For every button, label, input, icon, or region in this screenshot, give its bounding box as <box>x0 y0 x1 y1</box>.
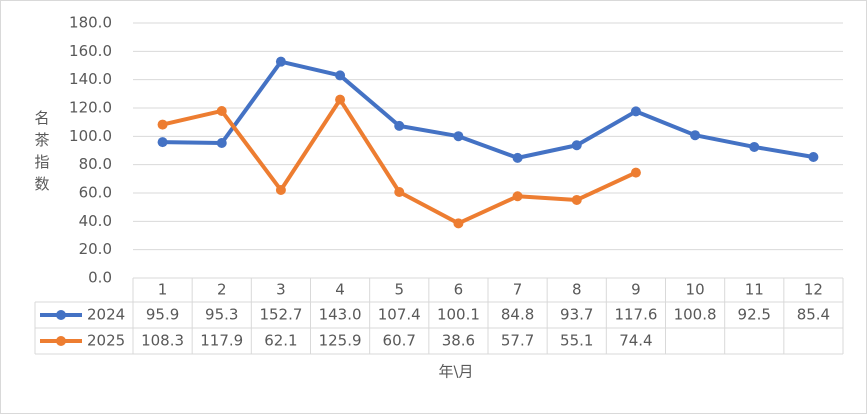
table-value: 85.4 <box>797 306 830 324</box>
table-value: 38.6 <box>442 332 475 350</box>
data-point <box>157 137 168 148</box>
data-point <box>571 140 582 151</box>
data-point <box>749 141 760 152</box>
table-value: 84.8 <box>501 306 534 324</box>
data-point <box>512 191 523 202</box>
table-value: 95.9 <box>146 306 179 324</box>
x-tick-label: 8 <box>572 281 582 299</box>
x-tick-label: 12 <box>804 281 823 299</box>
y-axis-label: 名茶指数 <box>34 109 49 193</box>
legend-marker <box>56 336 66 346</box>
y-tick-label: 120.0 <box>69 99 112 117</box>
y-tick-label: 0.0 <box>88 269 112 287</box>
data-point <box>275 185 286 196</box>
y-tick-label: 20.0 <box>79 240 112 258</box>
table-value: 60.7 <box>383 332 416 350</box>
y-tick-label: 40.0 <box>79 212 112 230</box>
data-point <box>335 70 346 81</box>
data-point <box>394 120 405 131</box>
data-point <box>216 137 227 148</box>
table-value: 100.1 <box>437 306 480 324</box>
table-value: 100.8 <box>674 306 717 324</box>
y-tick-label: 60.0 <box>79 184 112 202</box>
table-value: 95.3 <box>205 306 238 324</box>
table-value: 125.9 <box>319 332 362 350</box>
table-value: 93.7 <box>560 306 593 324</box>
legend-marker <box>56 310 66 320</box>
table-value: 108.3 <box>141 332 184 350</box>
legend-label: 2025 <box>87 332 125 350</box>
table-value: 117.9 <box>200 332 243 350</box>
x-tick-label: 1 <box>158 281 168 299</box>
x-tick-label: 9 <box>631 281 641 299</box>
data-point <box>808 152 819 163</box>
data-point <box>157 119 168 130</box>
series-line <box>162 59 814 160</box>
data-point <box>630 167 641 178</box>
data-point <box>690 130 701 141</box>
data-point <box>216 105 227 116</box>
x-tick-label: 2 <box>217 281 227 299</box>
data-point <box>512 152 523 163</box>
data-point <box>335 94 346 105</box>
x-tick-label: 3 <box>276 281 286 299</box>
y-tick-label: 140.0 <box>69 70 112 88</box>
x-tick-label: 7 <box>513 281 523 299</box>
data-point <box>275 56 286 67</box>
table-value: 74.4 <box>619 332 652 350</box>
data-point <box>394 187 405 198</box>
data-point <box>453 131 464 142</box>
table-value: 107.4 <box>378 306 421 324</box>
y-tick-label: 80.0 <box>79 155 112 173</box>
data-point <box>571 194 582 205</box>
x-tick-label: 4 <box>335 281 345 299</box>
y-tick-label: 160.0 <box>69 42 112 60</box>
data-point <box>630 106 641 117</box>
x-tick-label: 6 <box>454 281 464 299</box>
x-axis-label: 年\月 <box>438 363 473 381</box>
table-value: 117.6 <box>614 306 657 324</box>
x-tick-label: 11 <box>745 281 764 299</box>
table-value: 92.5 <box>738 306 771 324</box>
table-value: 57.7 <box>501 332 534 350</box>
table-value: 152.7 <box>259 306 302 324</box>
data-point <box>453 218 464 229</box>
legend-label: 2024 <box>87 306 125 324</box>
x-tick-label: 5 <box>394 281 404 299</box>
y-tick-label: 100.0 <box>69 127 112 145</box>
y-tick-label: 180.0 <box>69 14 112 32</box>
table-value: 62.1 <box>264 332 297 350</box>
table-value: 143.0 <box>319 306 362 324</box>
table-value: 55.1 <box>560 332 593 350</box>
x-tick-label: 10 <box>686 281 705 299</box>
